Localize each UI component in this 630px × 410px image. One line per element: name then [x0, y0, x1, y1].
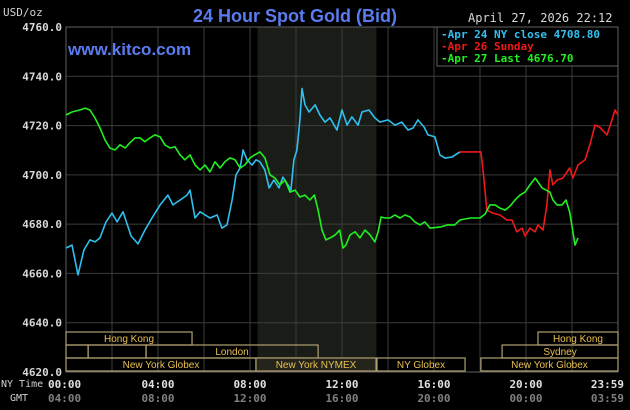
legend-box: [436, 26, 619, 67]
legend: -Apr 24 NY close 4708.80 -Apr 26 Sunday …: [436, 26, 619, 67]
trading-sessions: Hong Kong Hong Kong London Sydney New York G…: [65, 331, 619, 372]
x-tick-label-ny: 04:00: [141, 378, 174, 391]
y-tick-label: 4680.0: [22, 218, 62, 231]
legend-apr24: -Apr 24 NY close 4708.80: [441, 28, 600, 41]
y-tick-label: 4740.0: [22, 70, 62, 83]
x-tick-label-gmt: 12:00: [233, 392, 266, 405]
gmt-label: GMT: [10, 393, 28, 404]
y-tick-label: 4660.0: [22, 267, 62, 280]
session-label: Hong Kong: [553, 334, 603, 345]
x-tick-label-gmt: 04:00: [48, 392, 81, 405]
x-tick-label-gmt: 16:00: [325, 392, 358, 405]
x-tick-label-gmt: 03:59: [591, 392, 624, 405]
session-box: [480, 357, 619, 372]
series-line-apr26: [460, 109, 619, 237]
series-line-apr27: [65, 107, 579, 249]
session-box: [255, 357, 377, 372]
x-tick-label-ny: 00:00: [48, 378, 81, 391]
y-tick-label: 4640.0: [22, 317, 62, 330]
y-axis-ticks: 4760.0 4740.0 4720.0 4700.0 4680.0 4660.0 4640…: [22, 21, 62, 379]
session-label: Sydney: [543, 347, 576, 358]
x-axis-ticks: 00:0004:0004:0008:0008:0012:0012:0016:00…: [48, 378, 624, 405]
x-tick-label-ny: 20:00: [509, 378, 542, 391]
x-tick-label-ny: 08:00: [233, 378, 266, 391]
chart-title: 24 Hour Spot Gold (Bid): [193, 6, 397, 26]
x-tick-label-ny: 12:00: [325, 378, 358, 391]
session-label: New York NYMEX: [276, 360, 357, 371]
session-label: NY Globex: [397, 360, 445, 371]
y-tick-label: 4700.0: [22, 169, 62, 182]
legend-apr26: -Apr 26 Sunday: [441, 40, 534, 53]
plot-frame: [65, 26, 619, 373]
kitco-watermark: www.kitco.com: [67, 40, 191, 59]
y-tick-label: 4720.0: [22, 120, 62, 133]
legend-apr27: -Apr 27 Last 4676.70: [441, 52, 573, 65]
series-lines: [65, 87, 619, 276]
series-line-apr24: [65, 87, 461, 276]
y-tick-label: 4620.0: [22, 366, 62, 379]
session-label: New York Globex: [511, 360, 588, 371]
x-tick-label-gmt: 20:00: [417, 392, 450, 405]
session-label: New York Globex: [123, 360, 200, 371]
nymex-highlight-band: [257, 27, 377, 372]
ny-time-label: NY Time: [1, 379, 43, 390]
x-tick-label-ny: 16:00: [417, 378, 450, 391]
x-tick-label-gmt: 00:00: [509, 392, 542, 405]
session-label: Hong Kong: [104, 334, 154, 345]
x-tick-label-ny: 23:59: [591, 378, 624, 391]
chart-datetime: April 27, 2026 22:12: [468, 11, 613, 25]
session-box: [376, 357, 466, 372]
x-tick-label-gmt: 08:00: [141, 392, 174, 405]
session-label: London: [215, 347, 248, 358]
y-tick-label: 4760.0: [22, 21, 62, 34]
grid: [65, 26, 619, 373]
y-axis-unit: USD/oz: [3, 6, 43, 19]
